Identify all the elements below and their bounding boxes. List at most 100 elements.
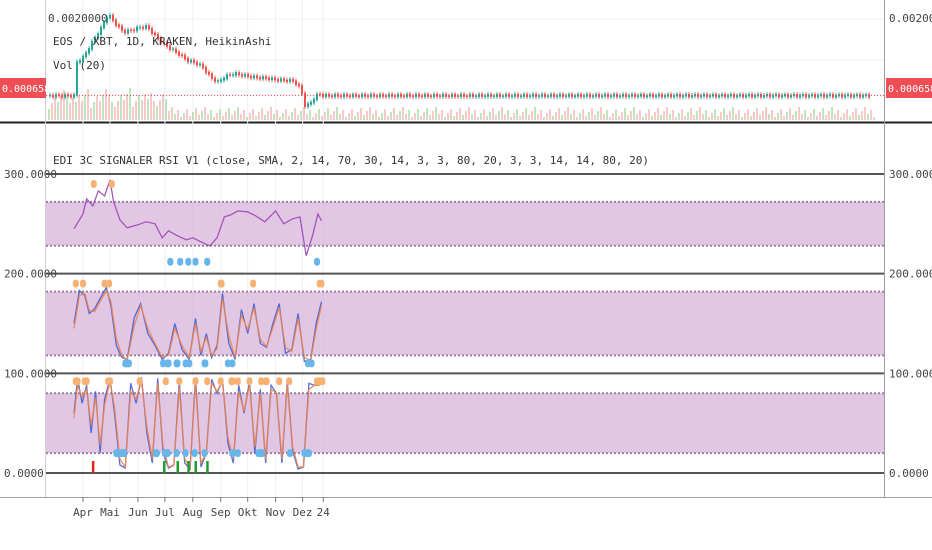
oversold-dot — [308, 359, 315, 368]
overbought-dot — [108, 179, 115, 188]
volume-bar — [714, 109, 716, 120]
volume-bar — [822, 108, 824, 120]
volume-bar — [591, 108, 593, 120]
candle — [493, 95, 495, 98]
volume-bar — [471, 114, 473, 120]
volume-bar — [681, 109, 683, 120]
volume-bar — [288, 116, 290, 120]
volume-bar — [519, 116, 521, 120]
candle — [196, 61, 198, 66]
volume-bar — [309, 110, 311, 120]
candle — [817, 94, 819, 98]
volume-bar — [768, 114, 770, 120]
volume-bar — [867, 114, 869, 120]
volume-bar — [702, 114, 704, 120]
series-stoch-rsi-d — [73, 289, 323, 362]
candle — [862, 94, 864, 98]
volume-bar — [204, 107, 206, 120]
volume-bar — [75, 102, 77, 120]
indicator-tick-right: 200.0000 — [889, 268, 932, 281]
volume-bar — [132, 107, 134, 120]
volume-bar — [615, 109, 617, 120]
volume-bar — [552, 116, 554, 120]
volume-bar — [348, 113, 350, 120]
volume-bar — [666, 107, 668, 120]
volume-bar — [831, 107, 833, 120]
candle — [340, 95, 342, 98]
volume-bar — [627, 115, 629, 120]
volume-bar — [732, 107, 734, 120]
volume-bar — [267, 111, 269, 120]
volume-bar — [597, 111, 599, 120]
candle — [754, 94, 756, 98]
candle — [187, 57, 189, 63]
candle — [475, 95, 477, 98]
volume-bar — [423, 112, 425, 120]
candle — [211, 73, 213, 80]
volume-bar — [816, 116, 818, 120]
candle — [94, 36, 96, 43]
volume-bar — [306, 114, 308, 120]
volume-bar — [261, 108, 263, 120]
volume-bar — [609, 117, 611, 120]
volume-bar — [393, 108, 395, 120]
volume-bar — [576, 117, 578, 120]
overbought-dot — [319, 377, 326, 386]
candle — [82, 55, 84, 62]
overbought-dot — [106, 279, 113, 288]
overbought-dot — [176, 377, 183, 386]
volume-bar — [585, 116, 587, 120]
overbought-dot — [162, 377, 169, 386]
oversold-dot — [186, 359, 193, 368]
volume-bar — [105, 89, 107, 120]
candle — [439, 95, 441, 98]
volume-bar — [183, 113, 185, 120]
volume-bar — [462, 115, 464, 120]
volume-bar — [417, 109, 419, 120]
volume-bar — [333, 111, 335, 120]
oversold-dot — [125, 359, 132, 368]
candle — [226, 74, 228, 80]
volume-bar — [513, 113, 515, 120]
oversold-dot — [167, 257, 174, 266]
volume-bar — [216, 113, 218, 120]
volume-bar — [102, 95, 104, 120]
volume-bar — [507, 110, 509, 120]
overbought-dot — [218, 279, 225, 288]
candle — [304, 92, 306, 107]
price-tick-left: 0.0020000 — [48, 12, 108, 25]
volume-bar — [243, 110, 245, 120]
candle — [556, 95, 558, 98]
volume-bar — [624, 108, 626, 120]
candle — [232, 74, 234, 76]
candle — [421, 95, 423, 98]
volume-bar — [213, 117, 215, 120]
x-tick-label: Apr — [73, 506, 93, 519]
volume-bar — [651, 116, 653, 120]
overbought-dot — [318, 279, 325, 288]
candle — [253, 75, 255, 79]
candle — [208, 71, 210, 75]
volume-bar — [456, 112, 458, 120]
volume-bar — [621, 112, 623, 120]
volume-bar — [156, 106, 158, 120]
volume-bar — [504, 114, 506, 120]
volume-bar — [468, 107, 470, 120]
x-tick-label: Aug — [183, 506, 203, 519]
candle — [61, 94, 63, 98]
volume-bar — [441, 110, 443, 120]
volume-bar — [672, 110, 674, 120]
candle — [106, 16, 108, 24]
candle — [280, 78, 282, 82]
candle — [691, 95, 693, 98]
volume-bar — [396, 115, 398, 120]
volume-bar — [759, 115, 761, 120]
candle — [247, 73, 249, 78]
candle — [709, 95, 711, 98]
band-low — [46, 393, 884, 454]
candle — [298, 83, 300, 87]
volume-bar — [426, 108, 428, 120]
volume-bar — [819, 112, 821, 120]
